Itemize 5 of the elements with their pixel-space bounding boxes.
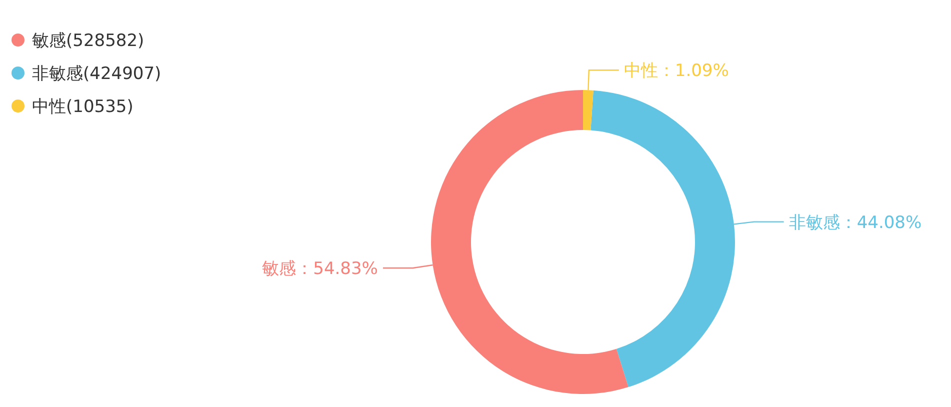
data-label: 敏感：54.83% [262,259,378,279]
data-label: 非敏感：44.08% [788,212,922,233]
data-label: 中性：1.09% [624,61,729,82]
legend-label: 中性(10535) [32,97,134,117]
legend-label: 敏感(528582) [32,31,144,51]
